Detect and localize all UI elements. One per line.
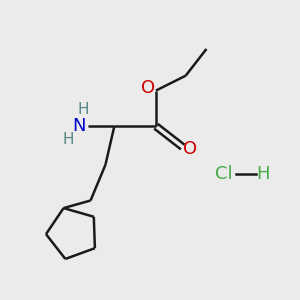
Text: H: H (77, 102, 89, 117)
Text: H: H (62, 132, 74, 147)
Text: O: O (142, 79, 156, 97)
Text: O: O (183, 140, 197, 158)
Text: Cl: Cl (215, 165, 233, 183)
Text: N: N (72, 117, 86, 135)
Text: H: H (256, 165, 270, 183)
